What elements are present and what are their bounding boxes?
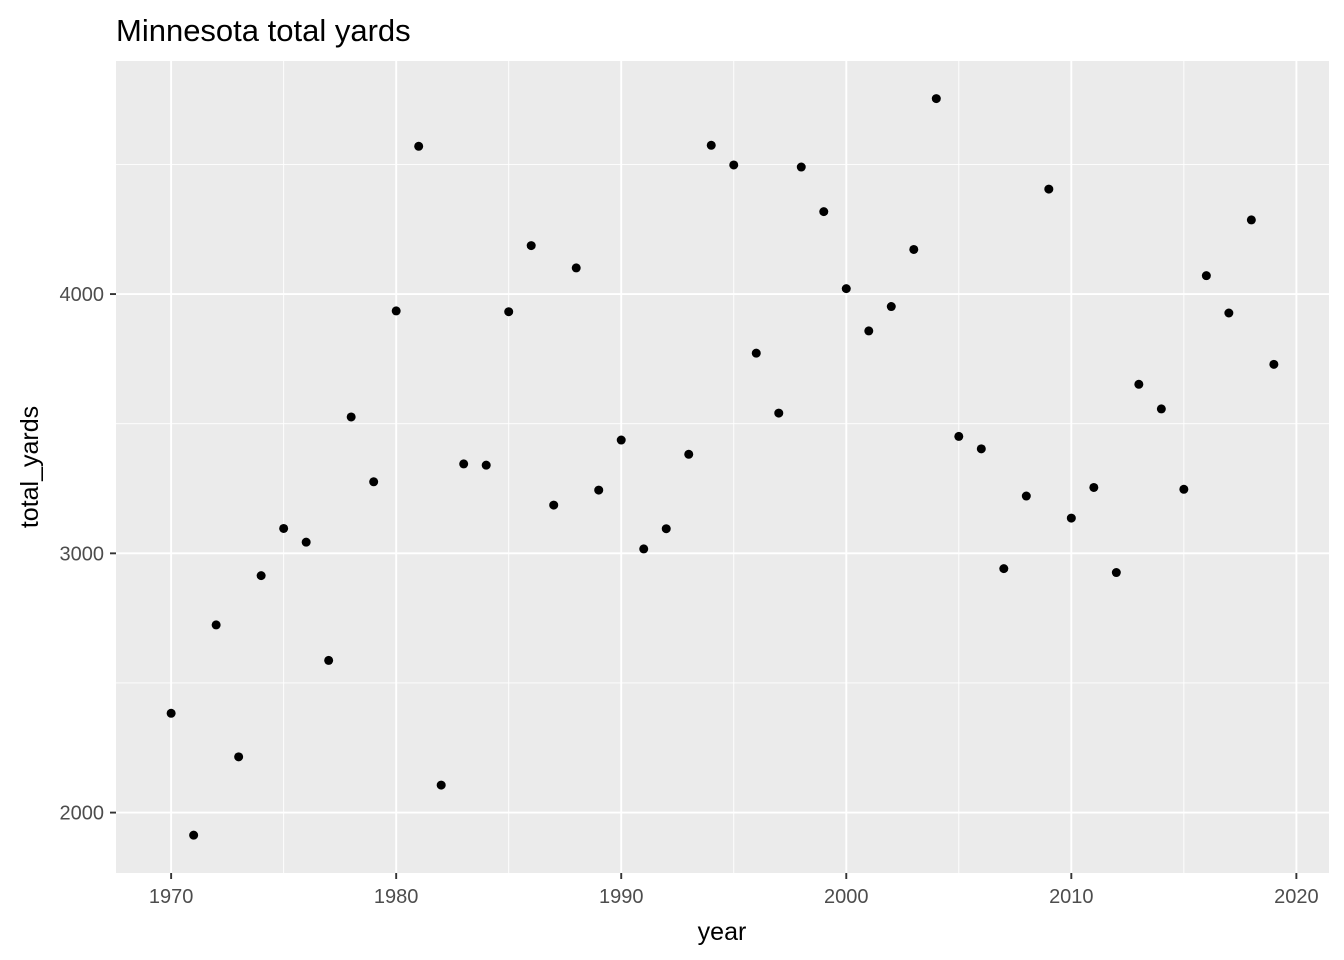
data-point [526, 241, 536, 251]
data-point [684, 449, 694, 459]
data-point [751, 348, 761, 358]
data-point [504, 307, 514, 317]
data-point [391, 306, 401, 316]
x-tick-label: 1970 [149, 886, 194, 908]
chart-title: Minnesota total yards [116, 13, 411, 48]
data-point [1201, 271, 1211, 281]
data-point [1111, 568, 1121, 578]
plot-panel [116, 61, 1329, 873]
data-point [1156, 404, 1166, 414]
data-point [954, 431, 964, 441]
data-point [211, 620, 221, 630]
data-point [436, 780, 446, 790]
x-axis-title: year [698, 918, 747, 946]
data-point [661, 524, 671, 534]
major-gridlines [116, 61, 1329, 873]
data-point [1044, 184, 1054, 194]
data-point [549, 500, 559, 510]
y-axis-title: total_yards [16, 406, 44, 528]
minor-gridlines [116, 61, 1329, 873]
data-point [1246, 215, 1256, 225]
x-tick-label: 1980 [374, 886, 419, 908]
x-tick-label: 2020 [1274, 886, 1319, 908]
data-point [369, 477, 379, 487]
x-axis: 1970 1980 1990 2000 2010 2020 [149, 873, 1319, 908]
data-point [886, 302, 896, 312]
data-point [414, 141, 424, 151]
data-point [166, 708, 176, 718]
data-point [999, 564, 1009, 574]
data-point [1269, 359, 1279, 369]
data-point [1021, 491, 1031, 501]
data-point [1134, 379, 1144, 389]
data-point [909, 244, 919, 254]
data-point [774, 408, 784, 418]
y-axis: 2000 3000 4000 [60, 284, 116, 825]
data-point [324, 655, 334, 665]
y-tick-label: 3000 [60, 543, 105, 565]
data-point [841, 284, 851, 294]
data-point [234, 752, 244, 762]
data-point [279, 523, 289, 533]
data-point [481, 460, 491, 470]
data-points [166, 94, 1279, 840]
data-point [616, 435, 626, 445]
data-point [864, 326, 874, 336]
data-point [796, 162, 806, 172]
data-point [189, 830, 199, 840]
data-point [729, 160, 739, 170]
data-point [931, 94, 941, 104]
data-point [819, 207, 829, 217]
data-point [1179, 484, 1189, 494]
y-tick-label: 4000 [60, 284, 105, 306]
x-tick-label: 2000 [824, 886, 869, 908]
data-point [301, 537, 311, 547]
data-point [706, 140, 716, 150]
data-point [571, 263, 581, 273]
data-point [1066, 513, 1076, 523]
y-tick-label: 2000 [60, 803, 105, 825]
data-point [1224, 308, 1234, 318]
x-tick-label: 1990 [599, 886, 644, 908]
x-tick-label: 2010 [1049, 886, 1094, 908]
data-point [346, 412, 356, 422]
data-point [976, 444, 986, 454]
data-point [1089, 482, 1099, 492]
data-point [459, 459, 469, 469]
data-point [256, 571, 266, 581]
data-point [594, 485, 604, 495]
data-point [639, 544, 649, 554]
